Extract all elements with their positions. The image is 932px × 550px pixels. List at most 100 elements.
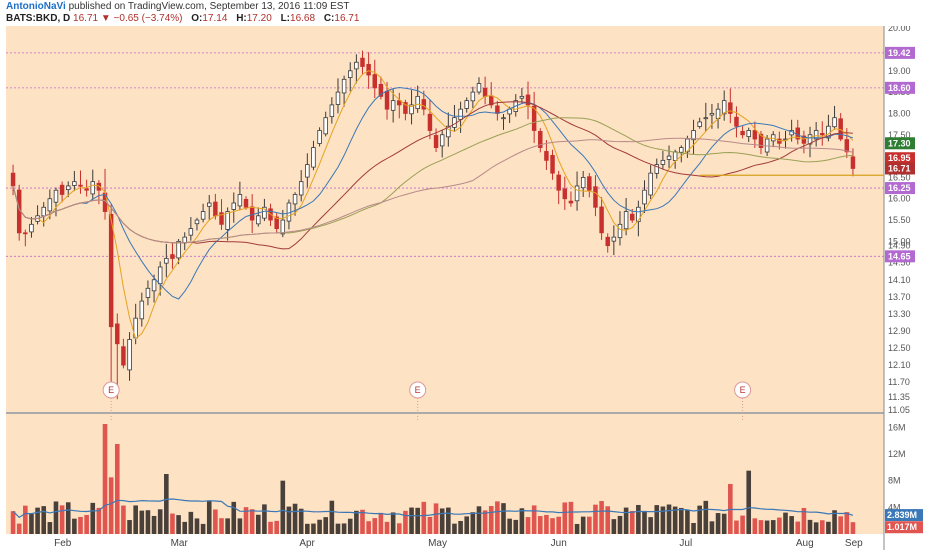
candle-body [538, 131, 543, 148]
y-tick-label: 12.90 [888, 326, 911, 336]
y-tick-label: 13.70 [888, 292, 911, 302]
volume-bar [188, 511, 194, 534]
volume-bar [231, 501, 237, 534]
candle-body [84, 188, 89, 191]
volume-bar [360, 509, 365, 534]
candle-body [617, 223, 623, 239]
candle-body [501, 117, 506, 120]
volume-bar [501, 503, 506, 534]
volume-bar [777, 517, 782, 534]
volume-bar [409, 507, 414, 534]
volume-bar [562, 502, 568, 534]
candle-body [10, 172, 16, 187]
volume-bar [274, 520, 279, 534]
volume-bar [255, 514, 261, 534]
volume-bar [844, 512, 850, 534]
volume-bar [164, 474, 169, 534]
price-badge: 16.25 [885, 182, 915, 195]
candle-body [666, 155, 672, 160]
y-tick-label: 18.00 [888, 108, 911, 118]
y-tick-label: 13.30 [888, 309, 911, 319]
volume-bar [770, 520, 776, 534]
price-change: −0.65 (−3.74%) [113, 13, 183, 24]
candle-body [636, 206, 641, 223]
price-badge: 17.30 [885, 137, 915, 150]
candle-body [59, 184, 65, 195]
candle-body [164, 258, 169, 264]
candle-body [170, 254, 175, 259]
volume-bar [623, 507, 629, 534]
volume-bar [819, 520, 825, 534]
volume-bar [390, 512, 396, 534]
candle-body [746, 130, 751, 138]
volume-bar [660, 506, 666, 534]
candle-body [752, 130, 758, 140]
symbol-label[interactable]: BATS:BKD, D [6, 13, 71, 24]
candle-body [525, 94, 531, 106]
volume-tick-label: 4M [888, 502, 901, 512]
candle-body [850, 156, 856, 169]
price-badge-bg [885, 137, 915, 150]
volume-bar [525, 517, 531, 534]
open-value: 17.14 [202, 13, 228, 24]
candle-body [329, 104, 335, 118]
published-text: published on TradingView.com, September … [68, 1, 350, 12]
candle-body [697, 121, 702, 127]
volume-bar [133, 505, 138, 534]
volume-tick-label: 8M [888, 476, 901, 486]
author-link[interactable]: AntonioNaVi [6, 1, 66, 12]
candle-body [832, 117, 837, 128]
y-tick-label: 14.10 [888, 275, 911, 285]
volume-bar [145, 510, 151, 534]
volume-bar [427, 516, 433, 534]
price-badge-bg [885, 162, 915, 175]
y-tick-label: 12.50 [888, 343, 911, 353]
volume-bar [495, 501, 500, 534]
volume-bar [225, 518, 230, 534]
volume-bar [53, 501, 59, 534]
volume-bar [537, 516, 543, 534]
price-badge: 18.60 [885, 81, 915, 94]
y-tick-label: 15.00 [888, 236, 911, 246]
volume-bar [354, 510, 359, 534]
volume-bar [476, 506, 482, 534]
volume-bar [801, 507, 807, 534]
candle-body [519, 95, 525, 99]
volume-bar [740, 515, 745, 534]
candle-body [298, 181, 304, 196]
volume-bar [329, 500, 335, 534]
candle-body [194, 219, 200, 225]
candle-body [372, 74, 378, 89]
ma-medium-line [12, 86, 854, 300]
volume-bar [16, 523, 22, 534]
volume-bar [335, 523, 341, 534]
volume-bar [685, 510, 690, 534]
candle-body [127, 339, 132, 371]
volume-bar [691, 522, 696, 534]
candle-body [709, 113, 715, 116]
y-tick-label: 14.50 [888, 258, 911, 268]
candle-body [642, 189, 647, 205]
volume-bar [783, 512, 788, 534]
candle-body [703, 117, 709, 120]
candle-body [311, 147, 316, 168]
volume-bar [587, 516, 592, 534]
volume-bar [617, 515, 623, 534]
candle-body [740, 131, 745, 136]
candle-body [531, 105, 537, 131]
price-chart[interactable]: 20.0019.0018.5018.0017.5017.0016.5016.00… [0, 26, 932, 550]
volume-bar [96, 507, 102, 534]
volume-bar [341, 523, 347, 534]
volume-tick-label: 12M [888, 449, 906, 459]
volume-bar [697, 505, 702, 534]
volume-bar [108, 477, 114, 534]
volume-bar [746, 470, 752, 534]
volume-bar [35, 507, 40, 534]
volume-bar [568, 501, 574, 534]
volume-bar [102, 424, 108, 534]
candle-body [587, 176, 592, 191]
volume-bar [605, 506, 611, 534]
volume-badge-label: 2.839M [887, 510, 917, 520]
price-badge-label: 14.65 [888, 251, 911, 261]
volume-bar [795, 521, 801, 534]
